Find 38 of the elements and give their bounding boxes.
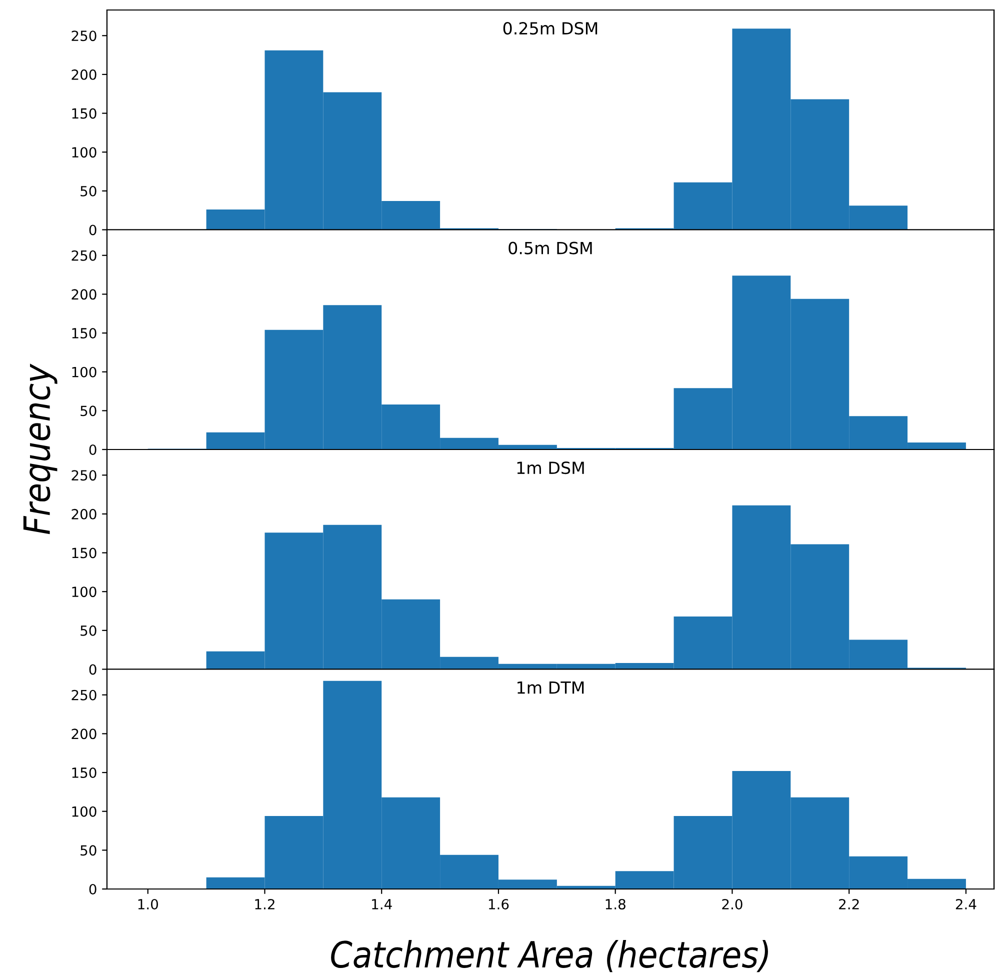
y-tick-label: 0 [89,224,96,236]
y-tick-label: 150 [72,108,96,119]
y-tick-label: 250 [72,30,96,42]
x-tick-label: 1.8 [606,898,626,910]
y-tick-label: 200 [72,728,96,740]
y-tick-label: 50 [80,186,96,196]
y-tick-label: 0 [89,444,96,455]
y-tick-label: 150 [72,548,96,558]
y-tick-label: 200 [72,69,96,80]
x-tick-label: 1.0 [138,898,158,910]
text: 0.5m DSM [508,242,592,254]
y-tick-label: 100 [72,366,96,378]
text: 1m DTM [518,681,584,694]
x-tick-label: 2.0 [722,898,742,910]
y-tick-label: 200 [72,508,96,520]
y-tick-label: 0 [89,884,96,894]
y-tick-label: 150 [72,767,96,778]
y-tick-label: 200 [72,289,96,300]
y-tick-label: 250 [72,470,96,481]
text: 0.25m DSM [503,22,598,35]
x-tick-label: 1.2 [255,898,274,910]
y-tick-label: 50 [80,625,96,636]
x-tick-label: 2.2 [839,898,859,910]
y-tick-label: 250 [72,250,96,261]
y-axis-title: Frequency [23,364,58,534]
y-tick-label: 100 [72,586,96,598]
y-tick-label: 50 [80,406,96,416]
y-tick-label: 150 [72,328,96,338]
text: 1m DSM [517,462,584,474]
x-tick-label: 1.4 [372,899,392,910]
x-tick-label: 1.6 [488,898,509,910]
y-tick-label: 50 [80,845,96,856]
y-tick-label: 100 [72,147,96,158]
x-tick-label: 2.4 [956,898,976,910]
y-tick-label: 250 [72,690,96,700]
x-axis-title: Catchment Area (hectares) [331,940,768,972]
y-tick-label: 0 [89,664,96,675]
y-tick-label: 100 [72,806,96,817]
